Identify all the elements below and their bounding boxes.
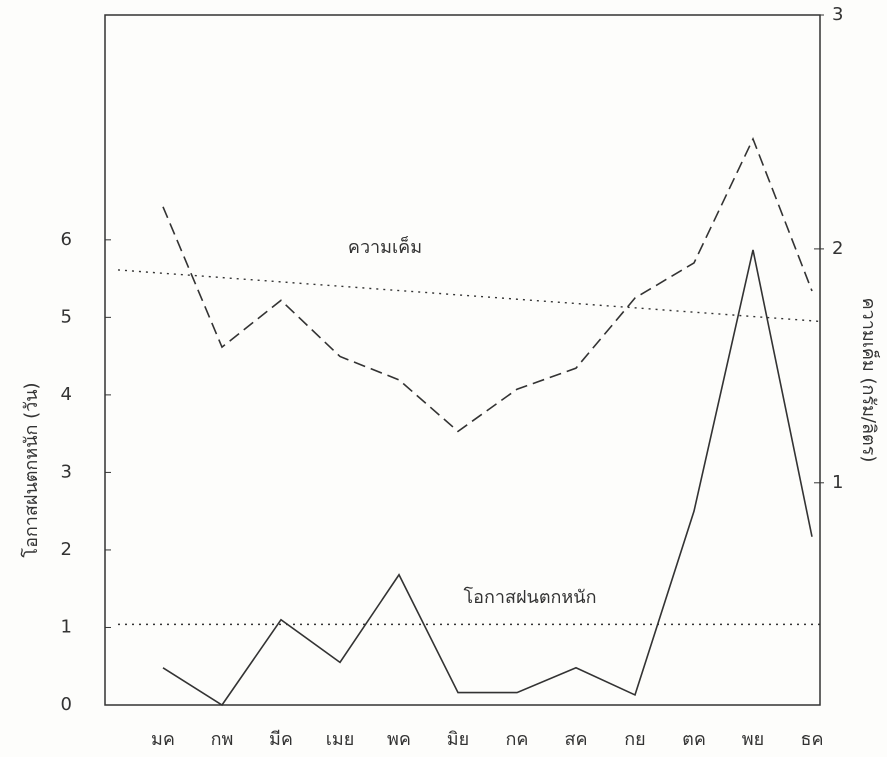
- y-tick-label: 6: [61, 229, 72, 250]
- y-tick-label: 1: [61, 616, 72, 637]
- x-tick-label: กย: [624, 729, 645, 750]
- plot-frame: [104, 14, 821, 706]
- y-tick-label: 0: [61, 694, 72, 715]
- data-line: [162, 136, 813, 433]
- y-tick-label: 4: [61, 384, 72, 405]
- y2-axis-title: ความเค็ม (กรัม/ลิตร): [858, 298, 881, 463]
- x-tick-label: พย: [742, 729, 764, 750]
- x-tick-label: มีค: [269, 729, 293, 750]
- x-tick-label: พค: [387, 729, 411, 750]
- data-line: [162, 249, 813, 707]
- x-tick-label: กค: [506, 729, 529, 750]
- y2-tick-label: 2: [832, 238, 843, 259]
- y2-tick-label: 3: [832, 4, 843, 25]
- x-tick-label: เมย: [326, 729, 355, 750]
- x-tick-label: ธค: [800, 729, 823, 750]
- x-tick-label: มค: [151, 729, 175, 750]
- y-axis-title: โอกาสฝนตกหนัก (วัน): [20, 382, 42, 557]
- x-tick-label: ตค: [682, 729, 706, 750]
- x-tick-label: มิย: [447, 729, 469, 750]
- series-label: ความเค็ม: [348, 235, 422, 258]
- y-tick-label: 2: [61, 539, 72, 560]
- series-label: โอกาสฝนตกหนัก: [464, 586, 597, 608]
- x-tick-label: สค: [564, 729, 587, 750]
- x-tick-label: กพ: [211, 729, 234, 750]
- y2-tick-label: 1: [832, 472, 843, 493]
- trend-line: [117, 269, 821, 323]
- y-tick-label: 3: [61, 461, 72, 482]
- y-tick-label: 5: [61, 306, 72, 327]
